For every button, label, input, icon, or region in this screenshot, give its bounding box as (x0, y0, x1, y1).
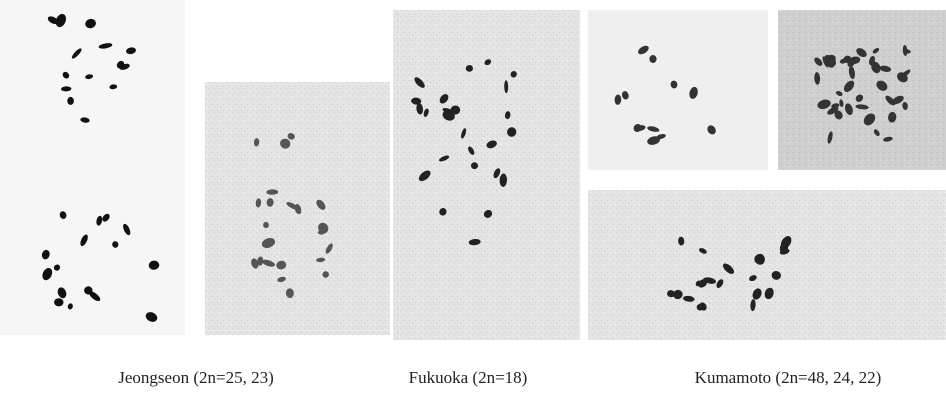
panel-kumamoto-2 (778, 10, 946, 170)
caption: Fukuoka (2n=18) (409, 368, 528, 388)
panel-kumamoto-3 (588, 190, 946, 340)
caption: Jeongseon (2n=25, 23) (118, 368, 273, 388)
caption: Kumamoto (2n=48, 24, 22) (695, 368, 882, 388)
panel-jeongseon-1 (0, 0, 185, 335)
micrographs (0, 0, 946, 360)
chromosome (67, 97, 74, 105)
figure: {"captions": ["Jeongseon (2n=25, 23)", "… (0, 0, 946, 404)
chromosome (471, 162, 478, 169)
panel-kumamoto-1 (588, 10, 768, 170)
